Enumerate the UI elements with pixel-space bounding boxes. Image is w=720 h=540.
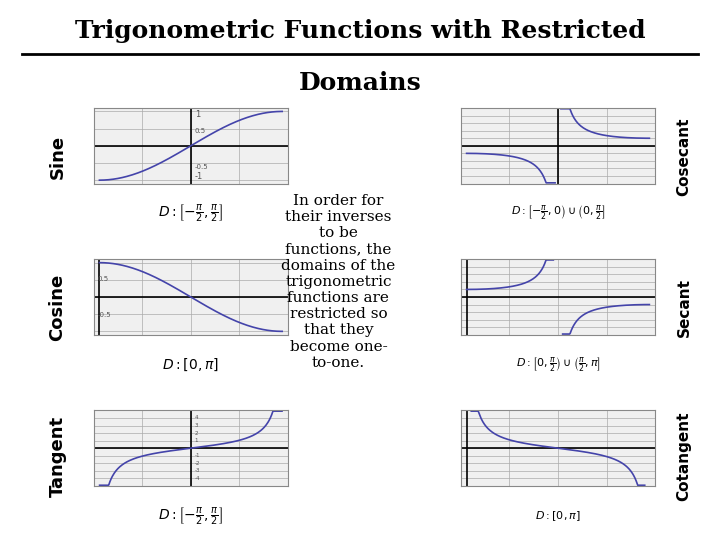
Text: Sine: Sine — [49, 134, 67, 179]
Text: -1: -1 — [194, 453, 200, 458]
Text: Secant: Secant — [677, 278, 691, 338]
Text: -0.5: -0.5 — [194, 164, 208, 170]
Text: -1: -1 — [194, 172, 203, 181]
Text: Domains: Domains — [299, 71, 421, 94]
Text: 1: 1 — [194, 438, 198, 443]
Text: $D:\left[0, \frac{\pi}{2}\right)\cup\left(\frac{\pi}{2}, \pi\right]$: $D:\left[0, \frac{\pi}{2}\right)\cup\lef… — [516, 355, 600, 374]
Text: $D:\left[0, \pi\right]$: $D:\left[0, \pi\right]$ — [535, 509, 581, 523]
Text: $D:\left[-\frac{\pi}{2}, \frac{\pi}{2}\right]$: $D:\left[-\frac{\pi}{2}, \frac{\pi}{2}\r… — [158, 202, 223, 224]
Text: 0.5: 0.5 — [194, 127, 206, 134]
Text: Cotangent: Cotangent — [677, 411, 691, 501]
Text: -0.5: -0.5 — [97, 312, 111, 318]
Text: -3: -3 — [194, 468, 200, 474]
Text: 4: 4 — [194, 415, 198, 421]
Text: Cosine: Cosine — [49, 274, 67, 341]
Text: 2: 2 — [194, 430, 198, 436]
Text: $D:\left[0, \pi\right]$: $D:\left[0, \pi\right]$ — [163, 356, 219, 373]
Text: Tangent: Tangent — [49, 416, 67, 497]
Text: $D:\left[-\frac{\pi}{2}, 0\right)\cup\left(0, \frac{\pi}{2}\right]$: $D:\left[-\frac{\pi}{2}, 0\right)\cup\le… — [510, 204, 606, 222]
Text: 1: 1 — [194, 110, 200, 119]
Text: -4: -4 — [194, 476, 200, 481]
Text: Cosecant: Cosecant — [677, 117, 691, 196]
Text: -2: -2 — [194, 461, 200, 466]
Text: In order for
their inverses
to be
functions, the
domains of the
trigonometric
fu: In order for their inverses to be functi… — [282, 194, 395, 370]
Text: Trigonometric Functions with Restricted: Trigonometric Functions with Restricted — [75, 19, 645, 43]
Text: 0.5: 0.5 — [97, 276, 109, 282]
Text: 3: 3 — [194, 423, 198, 428]
Text: $D:\left[-\frac{\pi}{2}, \frac{\pi}{2}\right]$: $D:\left[-\frac{\pi}{2}, \frac{\pi}{2}\r… — [158, 505, 223, 526]
